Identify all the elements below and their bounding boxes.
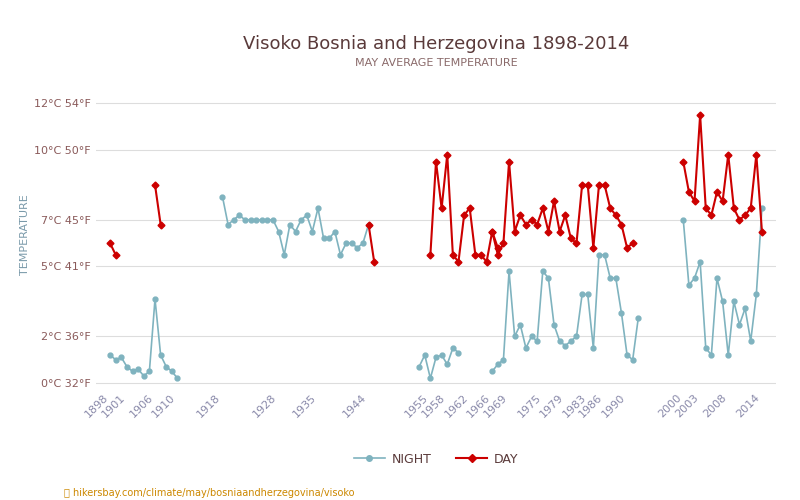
Title: Visoko Bosnia and Herzegovina 1898-2014: Visoko Bosnia and Herzegovina 1898-2014 bbox=[243, 36, 629, 54]
Text: 📍 hikersbay.com/climate/may/bosniaandherzegovina/visoko: 📍 hikersbay.com/climate/may/bosniaandher… bbox=[64, 488, 354, 498]
Legend: NIGHT, DAY: NIGHT, DAY bbox=[349, 448, 523, 470]
Y-axis label: TEMPERATURE: TEMPERATURE bbox=[20, 194, 30, 276]
Text: MAY AVERAGE TEMPERATURE: MAY AVERAGE TEMPERATURE bbox=[354, 58, 518, 68]
